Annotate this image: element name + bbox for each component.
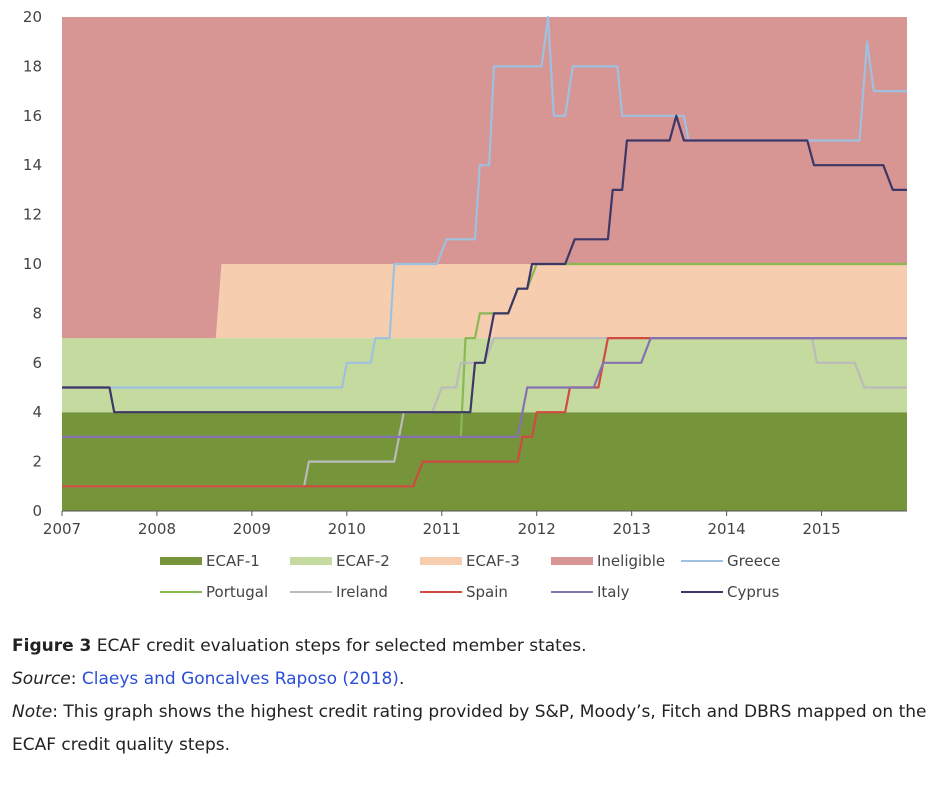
series-line-italy [62,337,907,438]
x-tick-label: 2010 [328,520,366,538]
legend-swatch-ecaf-1 [160,557,202,565]
y-tick-label: 0 [32,502,42,520]
series-line-cyprus [62,114,907,414]
figure-text: ECAF credit evaluation steps for selecte… [91,636,587,656]
source-link[interactable]: Claeys and Goncalves Raposo (2018) [81,669,399,689]
figure-caption: Figure 3 ECAF credit evaluation steps fo… [12,630,937,762]
caption-note: Note: This graph shows the highest credi… [12,696,937,762]
ecaf-chart: 0 2 4 6 8 10 12 14 16 18 20 2007 2008 2009 2010 2011 201… [23,8,907,601]
x-tick-label: 2008 [138,520,176,538]
source-label: Source [12,669,71,689]
legend: ECAF-1 ECAF-2 ECAF-3 Ineligible Greece Portug… [160,552,780,601]
note-label: Note [12,702,53,722]
x-tick-label: 2009 [233,520,271,538]
y-tick-label: 14 [23,156,42,174]
series-line-ireland [62,337,907,488]
x-tick-label: 2014 [708,520,746,538]
legend-label-ireland: Ireland [336,583,388,601]
y-tick-label: 18 [23,57,42,75]
x-tick-label: 2011 [423,520,461,538]
y-tick-label: 2 [32,453,42,471]
x-tick-label: 2007 [43,520,81,538]
legend-swatch-ecaf-3 [420,557,462,565]
y-tick-label: 10 [23,255,42,273]
band-ineligible [62,17,907,339]
legend-label-portugal: Portugal [206,583,268,601]
legend-swatch-ineligible [551,557,593,565]
axes: 0 2 4 6 8 10 12 14 16 18 20 2007 2008 2009 2010 2011 201… [23,8,907,538]
note-text: : This graph shows the highest credit ra… [12,702,927,755]
legend-label-spain: Spain [466,583,508,601]
band-ecaf-3 [62,264,907,339]
legend-label-italy: Italy [597,583,630,601]
legend-label-ecaf-3: ECAF-3 [466,552,520,570]
legend-label-ecaf-1: ECAF-1 [206,552,260,570]
y-tick-label: 8 [32,304,42,322]
x-tick-label: 2012 [518,520,556,538]
band-ecaf-2 [62,338,907,413]
x-tick-label: 2013 [613,520,651,538]
source-end: . [398,669,405,689]
y-tick-label: 20 [23,8,42,26]
x-tick-label: 2015 [802,520,840,538]
caption-source: Source: Claeys and Goncalves Raposo (201… [12,663,937,696]
legend-label-cyprus: Cyprus [727,583,780,601]
source-sep: : [70,669,82,689]
legend-label-ineligible: Ineligible [597,552,665,570]
legend-swatch-ecaf-2 [290,557,332,565]
series-line-spain [62,337,907,488]
legend-label-greece: Greece [727,552,780,570]
legend-label-ecaf-2: ECAF-2 [336,552,390,570]
country-series [62,15,907,488]
caption-title: Figure 3 ECAF credit evaluation steps fo… [12,630,937,663]
y-tick-label: 16 [23,107,42,125]
y-tick-label: 6 [32,354,42,372]
y-tick-label: 12 [23,206,42,224]
figure-label: Figure 3 [12,636,92,656]
y-tick-label: 4 [32,403,42,421]
